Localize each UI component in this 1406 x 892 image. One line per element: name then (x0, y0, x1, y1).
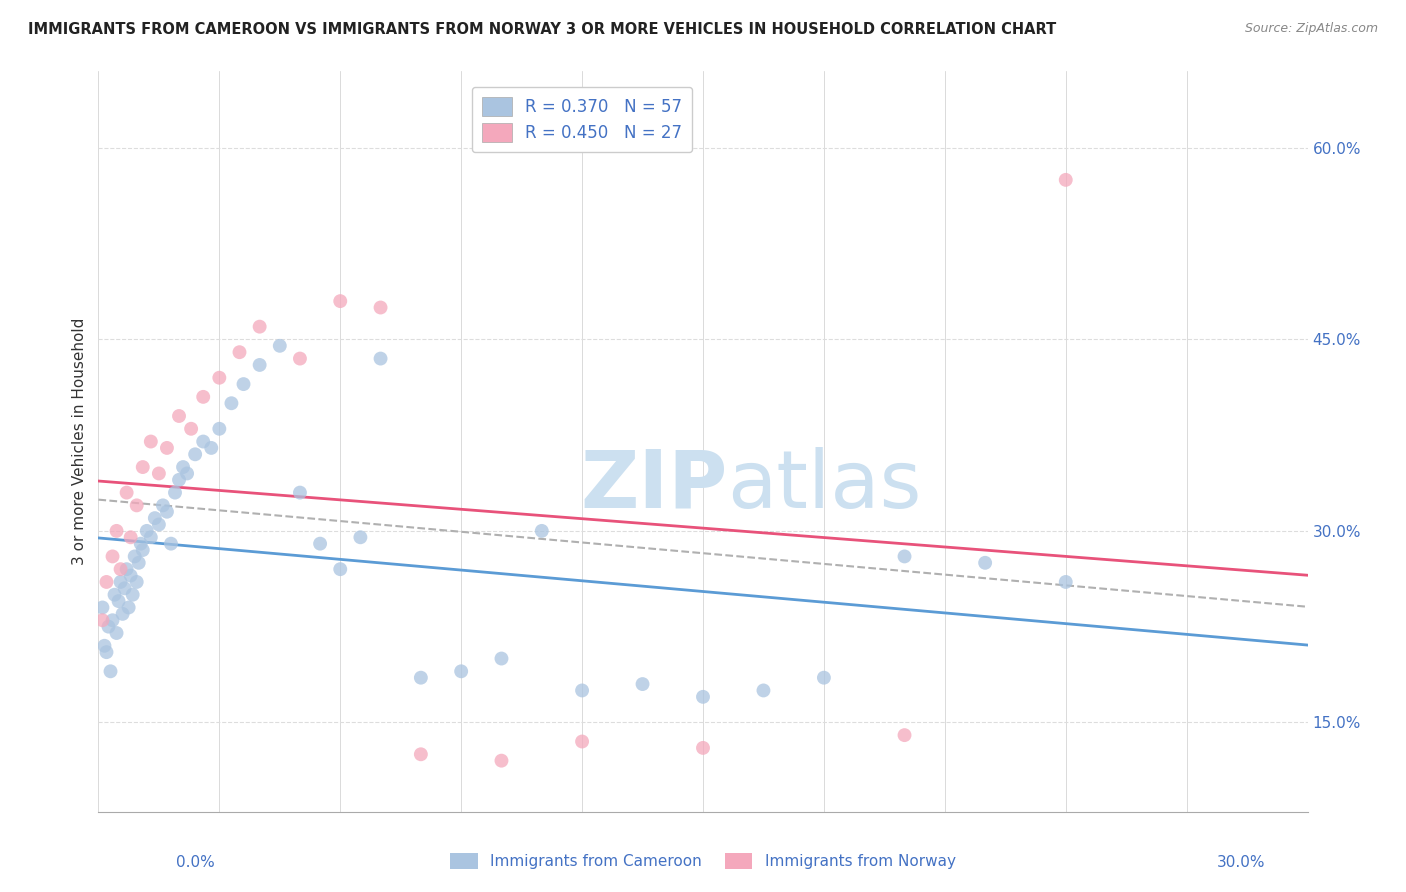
Point (105, 626, 128, 640)
Point (288, 351, 311, 366)
Point (110, 562, 132, 576)
Point (692, 740, 714, 755)
Point (1054, 574, 1077, 589)
Point (125, 574, 148, 589)
Point (114, 582, 136, 596)
Point (184, 447, 207, 461)
Point (409, 747, 432, 762)
Point (120, 530, 142, 544)
Point (329, 294, 352, 309)
Text: 30.0%: 30.0% (1218, 855, 1265, 870)
Point (228, 345, 250, 359)
Point (125, 499, 148, 513)
Point (176, 467, 198, 481)
Text: IMMIGRANTS FROM CAMEROON VS IMMIGRANTS FROM NORWAY 3 OR MORE VEHICLES IN HOUSEHO: IMMIGRANTS FROM CAMEROON VS IMMIGRANTS F… (28, 22, 1056, 37)
Point (221, 396, 243, 410)
Point (93, 639, 115, 653)
Point (370, 351, 392, 366)
Point (631, 677, 654, 691)
Point (269, 339, 291, 353)
Point (132, 460, 155, 475)
Point (143, 511, 166, 525)
Point (148, 517, 170, 532)
Point (128, 556, 150, 570)
Point (491, 651, 513, 665)
Point (152, 499, 174, 513)
Point (409, 671, 432, 685)
Text: atlas: atlas (727, 447, 921, 525)
Point (893, 728, 915, 742)
Point (329, 562, 352, 576)
Point (172, 460, 194, 475)
Point (91, 600, 114, 615)
Point (200, 441, 222, 455)
Point (349, 530, 371, 544)
Point (105, 524, 128, 538)
Point (96, 574, 118, 589)
Y-axis label: 3 or more Vehicles in Household: 3 or more Vehicles in Household (72, 318, 87, 566)
Point (115, 562, 138, 576)
Point (530, 524, 553, 538)
Point (193, 434, 215, 449)
Point (491, 754, 513, 768)
Point (208, 370, 231, 384)
Legend: R = 0.370   N = 57, R = 0.450   N = 27: R = 0.370 N = 57, R = 0.450 N = 27 (472, 87, 692, 153)
Point (120, 568, 142, 582)
Point (813, 671, 835, 685)
Point (100, 665, 122, 679)
Point (129, 536, 152, 550)
Point (107, 594, 129, 608)
Point (232, 377, 254, 392)
Point (167, 473, 190, 487)
Point (97, 620, 120, 634)
Point (288, 485, 311, 500)
Point (450, 665, 472, 679)
Point (156, 505, 179, 519)
Point (208, 422, 231, 436)
Point (124, 549, 146, 564)
Point (110, 574, 132, 589)
Point (163, 485, 186, 500)
Point (101, 613, 124, 627)
Point (160, 536, 183, 550)
Legend: Immigrants from Cameroon, Immigrants from Norway: Immigrants from Cameroon, Immigrants fro… (444, 847, 962, 875)
Point (249, 358, 271, 372)
Point (115, 485, 138, 500)
Point (101, 549, 124, 564)
Point (571, 683, 593, 698)
Point (571, 734, 593, 748)
Point (139, 434, 162, 449)
Point (118, 600, 141, 615)
Text: 0.0%: 0.0% (176, 855, 215, 870)
Point (893, 549, 915, 564)
Text: ZIP: ZIP (579, 447, 727, 525)
Point (111, 607, 134, 621)
Point (1054, 173, 1077, 187)
Point (135, 524, 157, 538)
Point (167, 409, 190, 423)
Point (103, 588, 125, 602)
Point (193, 390, 215, 404)
Point (132, 543, 155, 558)
Point (96, 645, 118, 659)
Point (752, 683, 775, 698)
Point (370, 301, 392, 315)
Point (249, 319, 271, 334)
Text: Source: ZipAtlas.com: Source: ZipAtlas.com (1244, 22, 1378, 36)
Point (309, 536, 332, 550)
Point (91, 613, 114, 627)
Point (974, 556, 997, 570)
Point (121, 588, 143, 602)
Point (139, 530, 162, 544)
Point (148, 467, 170, 481)
Point (156, 441, 179, 455)
Point (180, 422, 202, 436)
Point (692, 690, 714, 704)
